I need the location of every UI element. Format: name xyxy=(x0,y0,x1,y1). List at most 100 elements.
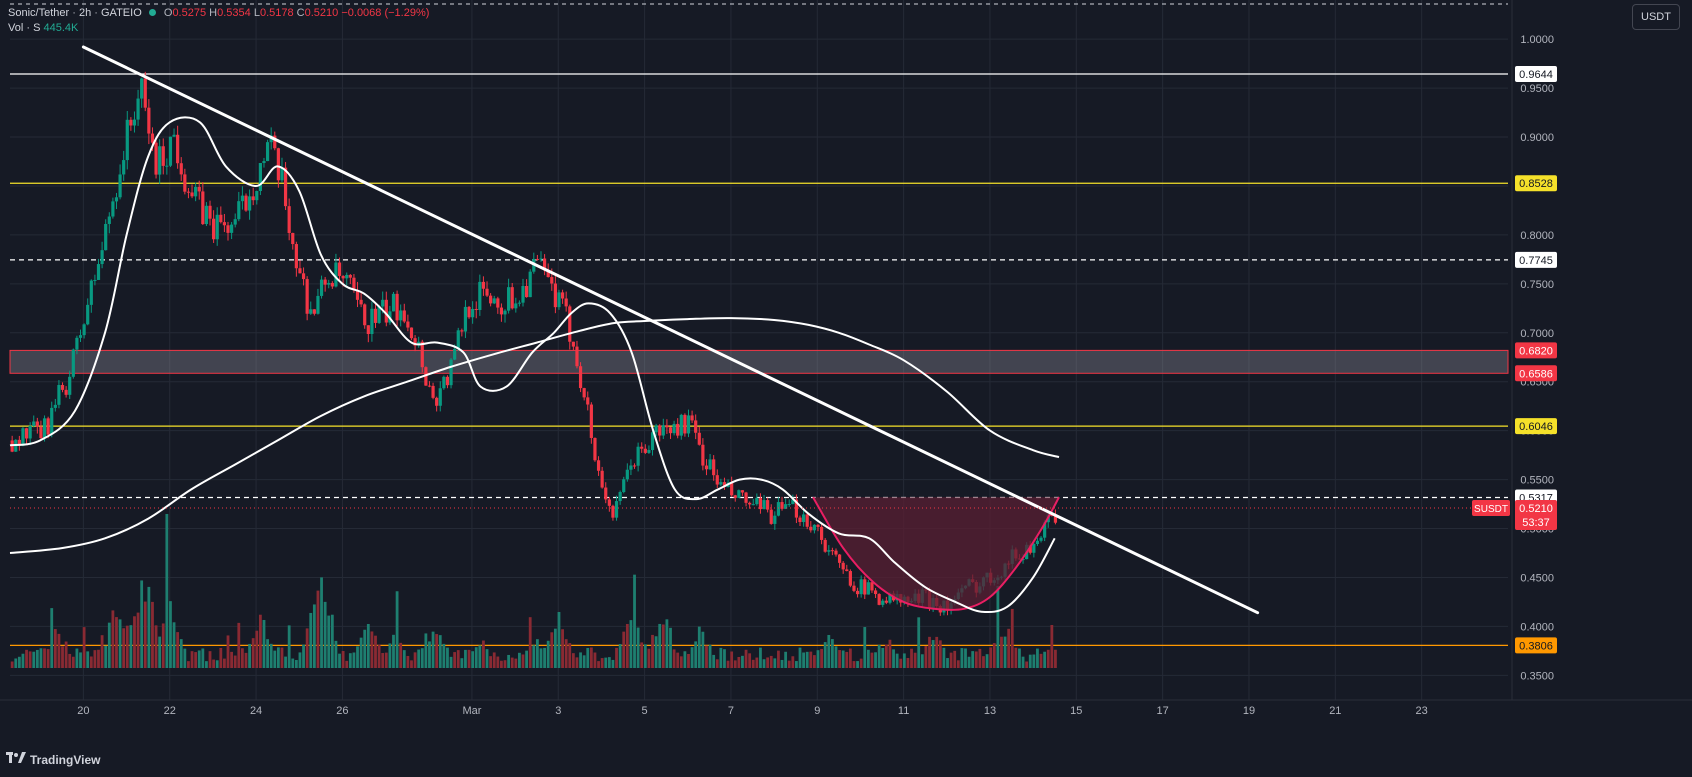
price-level-tag: 0.7745 xyxy=(1515,251,1557,268)
candle-body xyxy=(625,469,629,480)
candle-body xyxy=(834,550,838,555)
volume-bar xyxy=(244,652,248,668)
candle-body xyxy=(1028,544,1032,553)
volume-bar xyxy=(233,655,237,668)
candle-body xyxy=(409,327,414,339)
volume-bar xyxy=(759,647,762,668)
candle-body xyxy=(237,201,241,220)
candle-body xyxy=(528,271,532,298)
open-value: 0.5275 xyxy=(172,7,207,19)
volume-bar xyxy=(1032,654,1036,668)
volume-bar xyxy=(784,651,788,668)
candle-body xyxy=(611,505,615,518)
volume-bar xyxy=(1043,651,1047,668)
candle-body xyxy=(535,258,539,260)
candle-body xyxy=(525,285,529,298)
candle-body xyxy=(823,539,827,552)
volume-bar xyxy=(208,651,212,668)
symbol-name[interactable]: Sonic/Tether xyxy=(8,7,70,19)
candle-body xyxy=(481,281,486,289)
candle-body xyxy=(53,404,57,408)
volume-bar xyxy=(53,629,57,668)
candle-body xyxy=(463,306,468,332)
candle-body xyxy=(89,280,93,305)
candle-body xyxy=(499,307,504,315)
volume-bar xyxy=(848,648,852,668)
volume-bar xyxy=(593,652,597,668)
volume-label[interactable]: Vol · S xyxy=(8,22,41,34)
volume-bar xyxy=(68,653,72,668)
candle-body xyxy=(427,385,432,387)
candle-body xyxy=(863,579,867,595)
volume-bar xyxy=(374,635,377,668)
candle-body xyxy=(330,282,334,287)
volume-bar xyxy=(363,629,367,668)
volume-bar xyxy=(773,658,777,668)
volume-bar xyxy=(543,647,546,668)
volume-bar xyxy=(474,647,478,668)
volume-bar xyxy=(25,649,28,668)
candle-body xyxy=(568,306,572,342)
candle-body xyxy=(305,279,309,314)
volume-bar xyxy=(395,591,399,668)
volume-bar xyxy=(492,652,496,668)
interval-label[interactable]: 2h xyxy=(78,7,92,19)
candle-body xyxy=(136,98,140,120)
volume-bar xyxy=(1010,608,1014,668)
candle-body xyxy=(348,274,352,278)
volume-bar xyxy=(442,643,446,668)
candle-body xyxy=(114,197,119,202)
volume-bar xyxy=(1039,653,1043,668)
candle-body xyxy=(1032,543,1036,553)
volume-bar xyxy=(115,617,118,668)
volume-bar xyxy=(161,623,165,668)
candle-body xyxy=(521,285,525,303)
volume-bar xyxy=(64,641,68,668)
volume-bar xyxy=(478,645,482,668)
candle-body xyxy=(93,279,97,281)
volume-bar xyxy=(500,660,503,668)
volume-bar xyxy=(201,648,205,668)
candle-body xyxy=(737,490,741,498)
candle-body xyxy=(201,191,205,225)
candle-body xyxy=(453,348,457,360)
candle-body xyxy=(571,341,575,347)
volume-bar xyxy=(129,625,133,668)
volume-bar xyxy=(1014,647,1018,668)
candle-body xyxy=(319,279,324,296)
volume-bar xyxy=(834,646,838,668)
volume-bar xyxy=(93,650,97,668)
volume-bar xyxy=(787,660,791,668)
volume-bar xyxy=(564,639,568,668)
currency-button[interactable]: USDT xyxy=(1632,4,1680,30)
candle-body xyxy=(377,306,381,323)
candle-body xyxy=(39,426,43,439)
candle-body xyxy=(787,504,791,506)
price-level-tag: 0.3806 xyxy=(1515,637,1557,654)
volume-bar xyxy=(967,656,971,668)
volume-bar xyxy=(866,649,870,668)
volume-bar xyxy=(816,650,820,668)
volume-bar xyxy=(665,619,669,668)
candle-body xyxy=(1021,559,1025,561)
volume-bar xyxy=(366,623,370,668)
close-label: C xyxy=(296,7,305,19)
price-level-tag-label: 0.7745 xyxy=(1519,255,1553,267)
volume-bar xyxy=(611,659,615,668)
price-axis-tick-label: 0.3500 xyxy=(1520,670,1554,682)
candle-body xyxy=(283,167,288,207)
candle-body xyxy=(204,205,209,225)
candle-body xyxy=(812,524,817,531)
candle-body xyxy=(776,502,781,516)
volume-legend-row: Vol · S 445.4K xyxy=(8,21,429,36)
candle-body xyxy=(474,308,478,310)
volume-bar xyxy=(147,586,151,668)
volume-bar xyxy=(302,644,305,668)
time-axis-tick-label: 24 xyxy=(250,705,262,717)
candle-body xyxy=(60,384,65,390)
candle-body xyxy=(614,501,619,518)
candle-body xyxy=(301,273,306,280)
tradingview-branding[interactable]: TradingView xyxy=(6,752,100,767)
